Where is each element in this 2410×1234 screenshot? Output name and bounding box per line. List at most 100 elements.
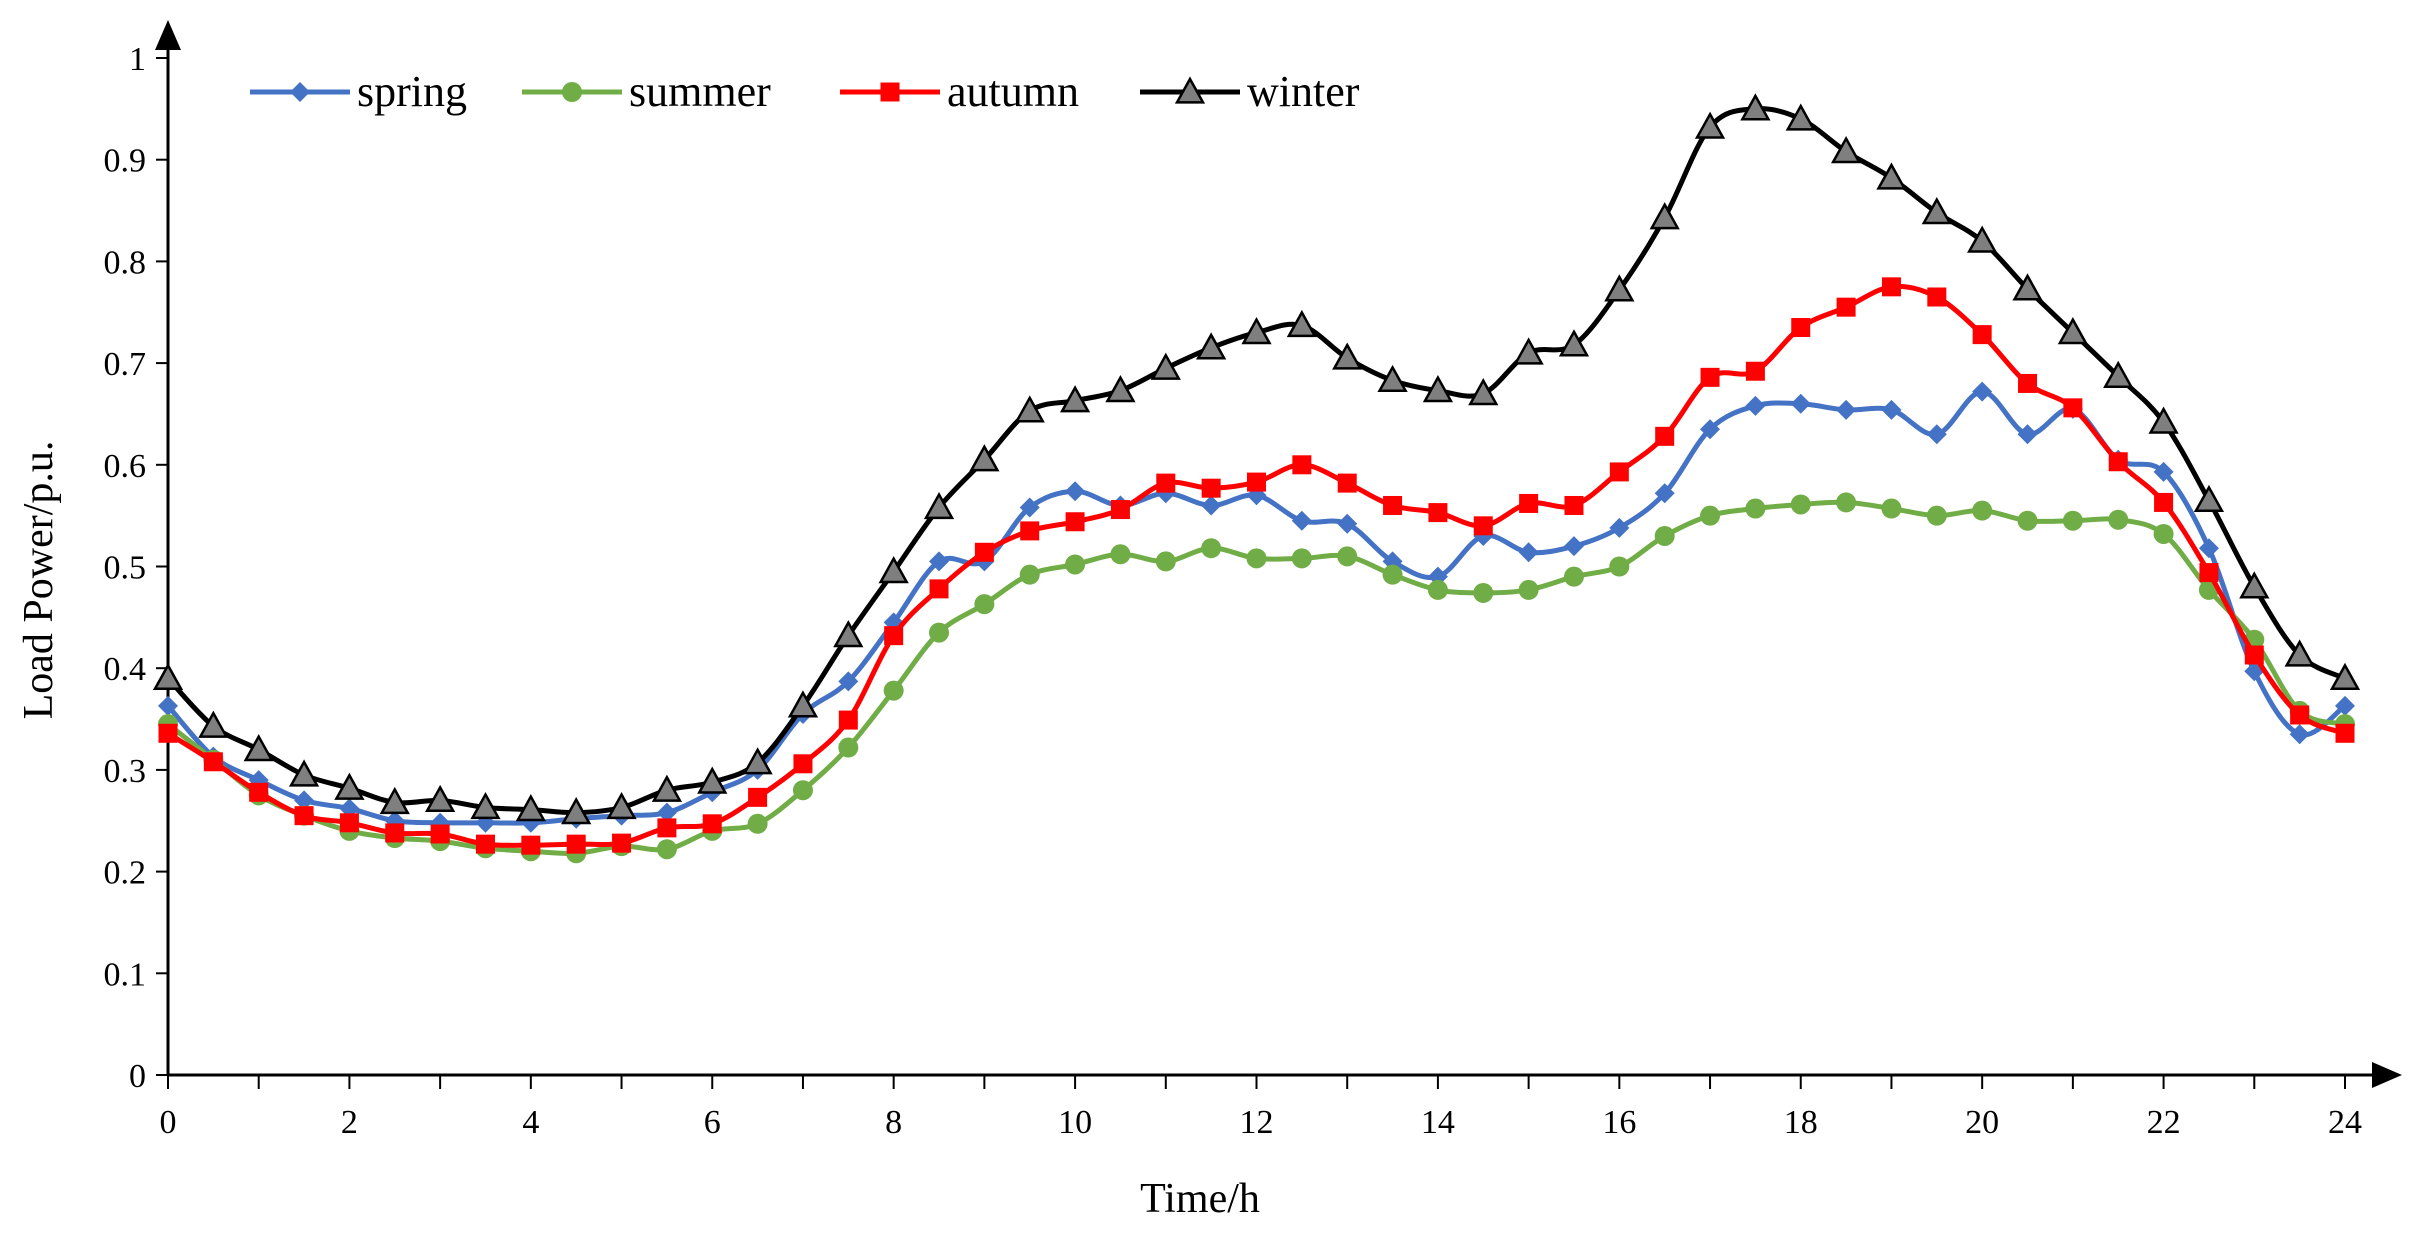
data-point-summer bbox=[1065, 554, 1086, 575]
data-point-autumn bbox=[748, 787, 768, 807]
data-point-summer bbox=[1518, 579, 1539, 600]
data-point-autumn bbox=[1836, 297, 1856, 317]
data-point-winter bbox=[1422, 374, 1454, 403]
x-tick-label: 16 bbox=[1602, 1104, 1636, 1141]
data-point-autumn bbox=[2154, 492, 2174, 512]
data-point-summer bbox=[1473, 582, 1494, 603]
data-point-spring bbox=[158, 695, 178, 716]
data-point-winter bbox=[2057, 317, 2088, 345]
data-point-winter bbox=[1830, 135, 1862, 164]
data-point-winter bbox=[969, 444, 1000, 472]
data-point-autumn bbox=[158, 723, 178, 743]
ticks bbox=[156, 57, 2346, 1089]
y-tick-label: 1 bbox=[129, 41, 146, 78]
data-point-autumn bbox=[1700, 367, 1720, 387]
data-point-winter bbox=[334, 772, 365, 800]
data-point-winter bbox=[2239, 571, 2270, 599]
data-point-spring bbox=[294, 790, 315, 811]
y-axis-arrow bbox=[155, 20, 181, 50]
x-axis-arrow bbox=[2372, 1062, 2402, 1088]
data-point-autumn bbox=[1337, 473, 1357, 493]
data-point-winter bbox=[742, 747, 773, 775]
data-point-autumn bbox=[1791, 318, 1811, 338]
y-axis-title: Load Power/p.u. bbox=[16, 441, 62, 720]
y-tick-label: 0.5 bbox=[104, 550, 147, 587]
data-point-spring bbox=[1745, 395, 1766, 416]
data-point-summer bbox=[792, 780, 813, 801]
data-point-winter bbox=[1649, 202, 1680, 230]
data-point-autumn bbox=[657, 818, 677, 838]
legend-label-spring: spring bbox=[357, 67, 467, 116]
data-point-summer bbox=[1337, 546, 1358, 567]
data-point-spring bbox=[1700, 419, 1721, 440]
series-spring bbox=[158, 381, 2355, 833]
data-point-autumn bbox=[1564, 495, 1584, 515]
data-point-winter bbox=[651, 774, 683, 802]
data-point-winter bbox=[1604, 274, 1635, 302]
data-point-winter bbox=[2012, 273, 2043, 301]
data-point-autumn bbox=[1428, 503, 1448, 523]
data-point-summer bbox=[1926, 505, 1947, 526]
data-point-winter bbox=[1196, 332, 1227, 360]
data-point-summer bbox=[1201, 538, 1222, 559]
data-point-autumn bbox=[2108, 452, 2128, 472]
data-point-winter bbox=[2329, 662, 2361, 691]
legend-item-spring: spring bbox=[250, 67, 467, 116]
data-point-spring bbox=[838, 671, 859, 692]
data-point-spring bbox=[2198, 538, 2219, 559]
axes bbox=[155, 20, 2402, 1088]
data-point-autumn bbox=[1201, 478, 1221, 498]
data-point-summer bbox=[974, 594, 995, 615]
data-point-spring bbox=[1881, 399, 1902, 420]
data-point-winter bbox=[697, 766, 728, 794]
data-point-winter bbox=[1921, 197, 1952, 225]
series-autumn bbox=[158, 277, 2355, 855]
data-point-summer bbox=[883, 680, 904, 701]
data-point-winter bbox=[1694, 111, 1726, 139]
data-point-summer bbox=[1246, 548, 1267, 569]
data-point-spring bbox=[1201, 495, 1222, 516]
data-point-spring bbox=[1019, 497, 1040, 518]
data-point-summer bbox=[1700, 505, 1721, 526]
x-tick-label: 0 bbox=[160, 1104, 177, 1141]
legend-marker-winter bbox=[1174, 76, 1206, 104]
data-point-summer bbox=[1291, 548, 1312, 569]
data-point-summer bbox=[2108, 509, 2129, 530]
data-point-winter bbox=[2148, 406, 2179, 434]
data-point-winter bbox=[878, 556, 909, 584]
x-tick-label: 24 bbox=[2328, 1104, 2362, 1141]
data-point-winter bbox=[243, 733, 274, 762]
y-tick-label: 0.1 bbox=[104, 956, 147, 993]
y-tick-label: 0.4 bbox=[104, 651, 147, 688]
x-tick-label: 2 bbox=[341, 1104, 358, 1141]
data-point-winter bbox=[606, 791, 637, 820]
data-point-summer bbox=[2153, 523, 2174, 544]
x-tick-label: 12 bbox=[1240, 1104, 1274, 1141]
data-point-autumn bbox=[2018, 373, 2038, 393]
data-point-summer bbox=[1654, 525, 1675, 546]
data-point-autumn bbox=[838, 710, 858, 730]
data-point-summer bbox=[747, 813, 768, 834]
data-point-autumn bbox=[339, 813, 359, 833]
series-layer bbox=[152, 93, 2361, 864]
y-tick-label: 0.6 bbox=[104, 448, 147, 485]
x-tick-label: 18 bbox=[1784, 1104, 1818, 1141]
data-point-winter bbox=[1014, 395, 1045, 423]
data-point-autumn bbox=[566, 834, 586, 854]
data-point-spring bbox=[656, 802, 677, 823]
data-point-summer bbox=[838, 737, 859, 758]
data-point-summer bbox=[1745, 498, 1766, 519]
y-tick-label: 0.9 bbox=[104, 143, 147, 180]
data-point-summer bbox=[1790, 494, 1811, 515]
legend-item-autumn: autumn bbox=[840, 67, 1079, 116]
data-point-autumn bbox=[793, 754, 813, 774]
data-point-autumn bbox=[974, 542, 994, 562]
data-point-winter bbox=[787, 690, 819, 718]
data-point-winter bbox=[833, 620, 864, 648]
data-point-summer bbox=[1382, 564, 1403, 585]
series-winter bbox=[152, 93, 2361, 825]
data-point-winter bbox=[1468, 378, 1499, 406]
data-point-winter bbox=[1785, 103, 1816, 131]
data-point-autumn bbox=[884, 626, 904, 646]
